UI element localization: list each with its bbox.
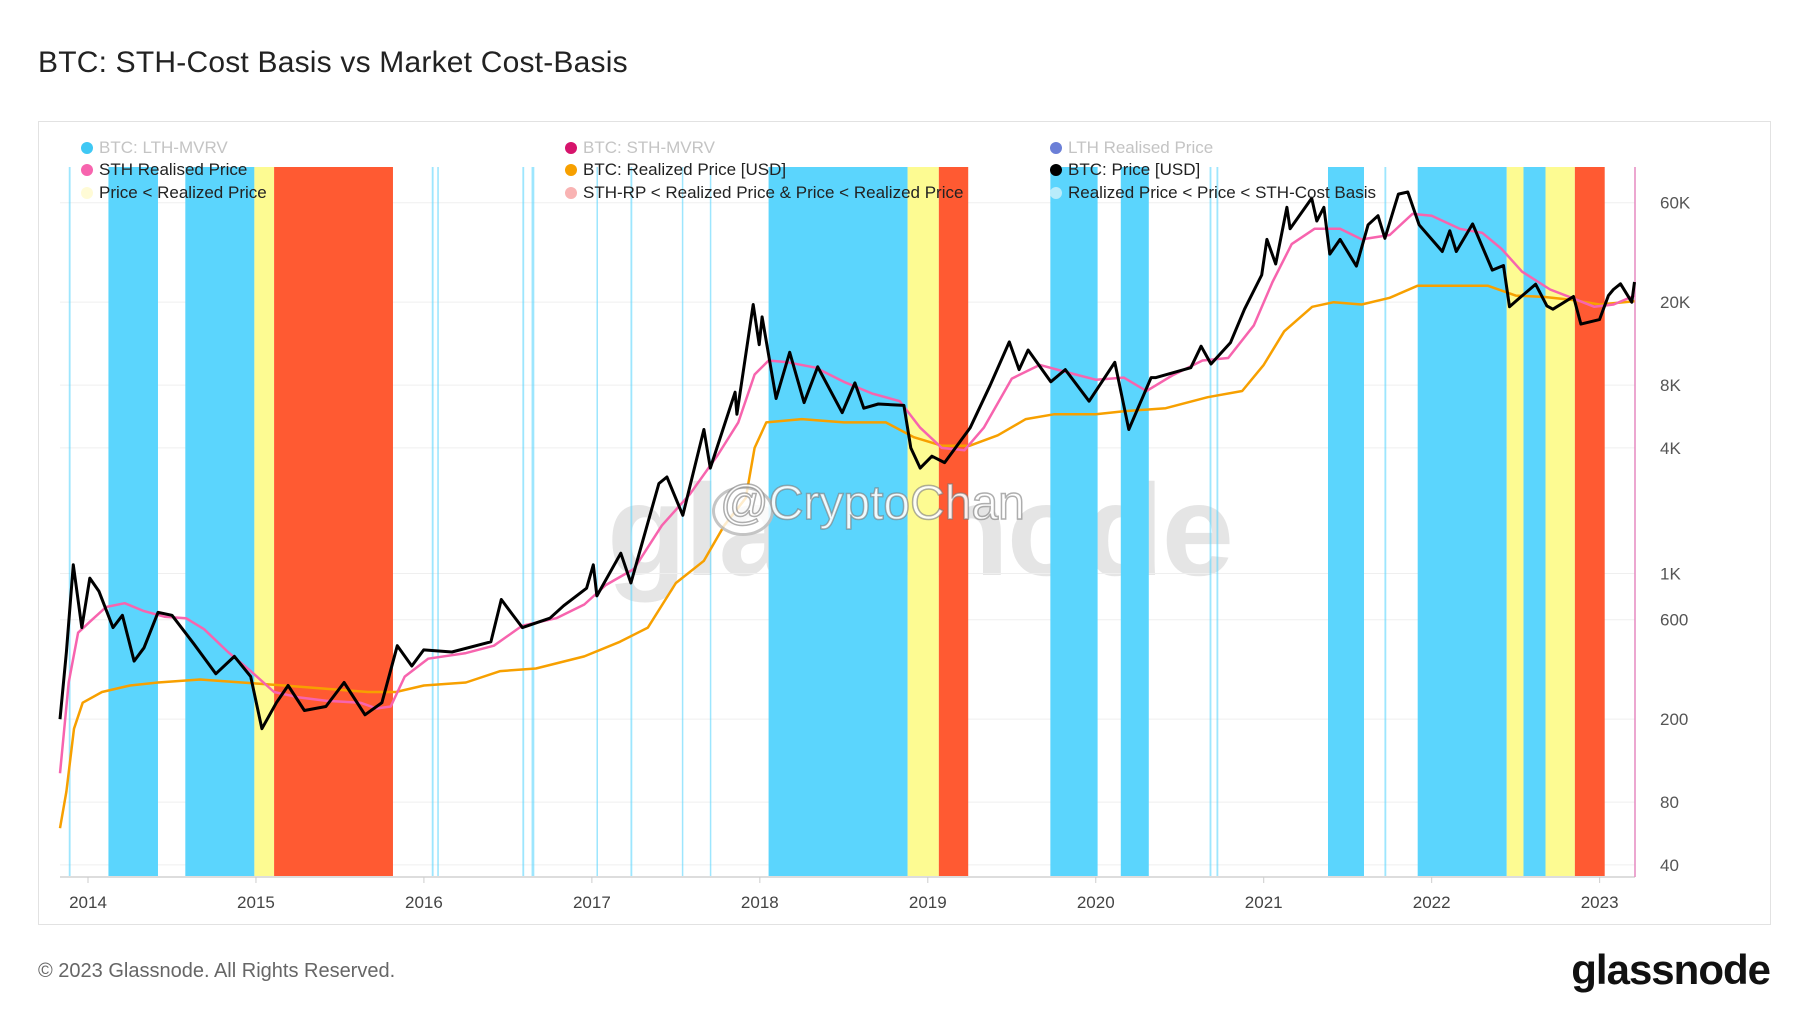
- legend-dot-icon: [81, 164, 93, 176]
- legend-item[interactable]: BTC: STH-MVRV: [565, 138, 715, 158]
- x-tick-label: 2014: [69, 893, 107, 912]
- y-tick-label: 40: [1660, 856, 1679, 875]
- y-tick-label: 80: [1660, 793, 1679, 812]
- y-tick-label: 200: [1660, 710, 1688, 729]
- page-title: BTC: STH-Cost Basis vs Market Cost-Basis: [38, 46, 628, 79]
- author-watermark: @CryptoChan: [719, 476, 1025, 531]
- legend-label: BTC: Realized Price [USD]: [583, 160, 787, 179]
- band-yellow: [1545, 167, 1575, 877]
- x-tick-label: 2017: [573, 893, 611, 912]
- band-red: [938, 167, 969, 877]
- band-blue: [1327, 167, 1364, 877]
- band-blue: [1216, 167, 1219, 877]
- legend-label: BTC: STH-MVRV: [583, 138, 715, 157]
- legend-dot-icon: [1050, 164, 1062, 176]
- band-blue: [1417, 167, 1507, 877]
- band-blue: [437, 167, 439, 877]
- price-line[interactable]: [58, 190, 1636, 731]
- legend-label: BTC: Price [USD]: [1068, 160, 1201, 179]
- band-blue: [185, 167, 255, 877]
- y-tick-label: 20K: [1660, 293, 1691, 312]
- x-tick-label: 2023: [1581, 893, 1619, 912]
- legend-item[interactable]: LTH Realised Price: [1050, 138, 1213, 158]
- band-yellow: [1506, 167, 1524, 877]
- x-tick-label: 2020: [1077, 893, 1115, 912]
- band-blue: [709, 167, 712, 877]
- legend-item[interactable]: STH-RP < Realized Price & Price < Realiz…: [565, 183, 963, 203]
- legend-item[interactable]: Realized Price < Price < STH-Cost Basis: [1050, 183, 1376, 203]
- legend-item[interactable]: BTC: Realized Price [USD]: [565, 160, 786, 180]
- legend-item[interactable]: BTC: LTH-MVRV: [81, 138, 228, 158]
- x-tick-label: 2018: [741, 893, 779, 912]
- y-tick-label: 4K: [1660, 439, 1681, 458]
- weibo-icon: [712, 486, 774, 536]
- chart-frame: [38, 121, 1771, 925]
- legend-label: LTH Realised Price: [1068, 138, 1214, 157]
- y-tick-label: 8K: [1660, 376, 1681, 395]
- band-blue: [108, 167, 158, 877]
- legend-label: STH-RP < Realized Price & Price < Realiz…: [583, 183, 964, 202]
- x-tick-label: 2019: [909, 893, 947, 912]
- x-tick-label: 2022: [1413, 893, 1451, 912]
- band-red: [1574, 167, 1605, 877]
- band-blue: [630, 167, 633, 877]
- legend-dot-icon: [1050, 142, 1062, 154]
- band-blue: [531, 167, 535, 877]
- realized-price-line[interactable]: [58, 284, 1635, 829]
- legend-item[interactable]: Price < Realized Price: [81, 183, 267, 203]
- band-blue: [1120, 167, 1149, 877]
- x-tick-label: 2021: [1245, 893, 1283, 912]
- band-blue: [1523, 167, 1546, 877]
- glassnode-logo: glassnode: [1571, 946, 1771, 993]
- band-blue: [596, 167, 598, 877]
- legend-dot-icon: [565, 187, 577, 199]
- legend-label: STH Realised Price: [99, 160, 248, 179]
- legend-label: Realized Price < Price < STH-Cost Basis: [1068, 183, 1376, 202]
- copyright: © 2023 Glassnode. All Rights Reserved.: [38, 960, 396, 982]
- legend-dot-icon: [1050, 187, 1062, 199]
- band-blue: [522, 167, 525, 877]
- x-tick-label: 2016: [405, 893, 443, 912]
- legend-dot-icon: [565, 142, 577, 154]
- legend-dot-icon: [565, 164, 577, 176]
- legend-label: Price < Realized Price: [99, 183, 267, 202]
- band-blue: [1384, 167, 1387, 877]
- legend-item[interactable]: STH Realised Price: [81, 160, 247, 180]
- band-blue: [431, 167, 434, 877]
- legend-item[interactable]: BTC: Price [USD]: [1050, 160, 1200, 180]
- band-blue: [768, 167, 908, 877]
- band-blue: [681, 167, 684, 877]
- y-tick-label: 60K: [1660, 194, 1691, 213]
- band-red: [274, 167, 393, 877]
- band-blue: [1050, 167, 1098, 877]
- legend-label: BTC: LTH-MVRV: [99, 138, 228, 157]
- band-blue: [1209, 167, 1212, 877]
- legend-dot-icon: [81, 187, 93, 199]
- legend-dot-icon: [81, 142, 93, 154]
- y-tick-label: 600: [1660, 611, 1688, 630]
- y-tick-label: 1K: [1660, 564, 1681, 583]
- band-blue: [68, 167, 71, 877]
- band-yellow: [254, 167, 275, 877]
- band-yellow: [907, 167, 939, 877]
- x-tick-label: 2015: [237, 893, 275, 912]
